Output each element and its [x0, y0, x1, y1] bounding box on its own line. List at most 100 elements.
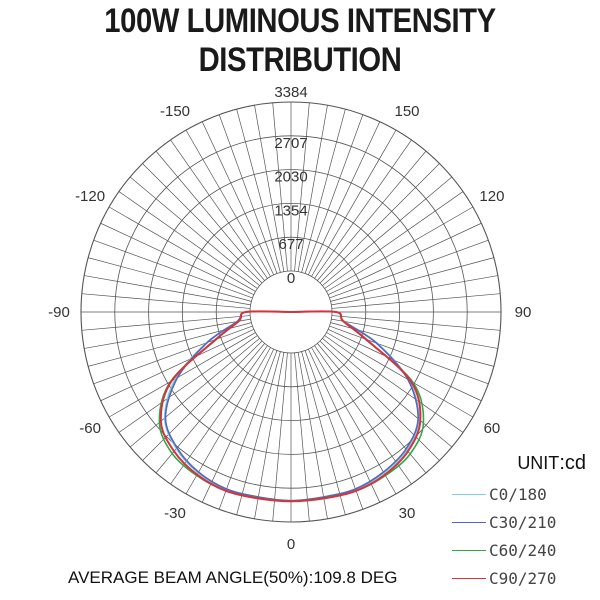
radial-line-190: [254, 105, 285, 272]
legend-swatch-c60: [452, 549, 486, 551]
radial-line-170: [297, 105, 328, 272]
radial-line-155: [308, 121, 381, 275]
radial-line-5: [294, 352, 310, 522]
ring-1354: [181, 202, 401, 422]
radial-line-280: [84, 318, 251, 349]
radial-line-200: [218, 114, 278, 274]
ring-677: [215, 236, 367, 388]
angle-label--120: -120: [75, 188, 105, 205]
radial-tick-label-2707: 2707: [274, 135, 307, 152]
radial-line-245: [100, 222, 254, 295]
radial-line-195: [236, 109, 281, 273]
radial-line-65: [328, 329, 482, 402]
page-title: 100W LUMINOUS INTENSITY DISTRIBUTION: [104, 2, 496, 79]
angle-label-0: 0: [287, 536, 295, 553]
radial-line-100: [331, 275, 498, 306]
radial-line-95: [331, 293, 501, 309]
series-C90-270: [159, 310, 422, 503]
radial-line-250: [93, 239, 253, 299]
ring-2030: [148, 169, 434, 455]
radial-line-10: [297, 352, 328, 519]
legend-item-c30: C30/210: [452, 508, 597, 536]
radial-tick-label-1354: 1354: [274, 202, 307, 219]
series-curves: [158, 310, 425, 503]
radial-line-260: [84, 275, 251, 306]
radial-line-315: [142, 340, 263, 461]
angle-label--30: -30: [164, 505, 186, 522]
legend-label-c90: C90/270: [489, 568, 557, 588]
legend-swatch-c0: [452, 493, 486, 495]
series-C30-210: [164, 310, 419, 502]
angle-tick-labels: 0 30 -30 60 -60 90 -90 120 -120 150 -150 3384: [48, 84, 531, 553]
legend-swatch-c90: [452, 577, 486, 579]
ring-2707: [114, 135, 468, 489]
radial-line-355: [272, 352, 288, 522]
angle-label-60: 60: [484, 420, 501, 437]
radial-line-205: [201, 121, 274, 275]
radial-line-85: [331, 315, 501, 331]
radial-line-210: [185, 129, 271, 277]
radial-line-175: [294, 102, 310, 272]
radial-line-50: [322, 338, 453, 448]
radial-line-115: [328, 222, 482, 295]
radial-line-140: [317, 150, 427, 281]
radial-line-240: [108, 206, 256, 292]
radial-line-340: [218, 350, 278, 510]
radial-tick-label-0: 0: [287, 270, 295, 287]
angle-label--60: -60: [79, 420, 101, 437]
radial-line-350: [254, 352, 285, 519]
angle-label-90: 90: [515, 304, 532, 321]
radial-line-120: [326, 206, 474, 292]
radial-line-15: [301, 351, 346, 515]
legend-label-c60: C60/240: [489, 540, 557, 560]
angle-label--90: -90: [48, 304, 70, 321]
radial-line-165: [301, 109, 346, 273]
legend-swatch-c30: [452, 521, 486, 523]
radial-tick-label-2030: 2030: [274, 169, 307, 186]
radial-line-185: [272, 102, 288, 272]
legend-label-c0: C0/180: [489, 484, 547, 504]
angle-label-150: 150: [394, 103, 419, 120]
legend: C0/180 C30/210 C60/240 C90/270: [452, 480, 597, 592]
angle-label-3384: 3384: [274, 84, 307, 101]
angle-label-120: 120: [479, 188, 504, 205]
legend-item-c60: C60/240: [452, 536, 597, 564]
radial-line-305: [118, 335, 258, 433]
radial-line-235: [118, 191, 258, 289]
angle-label--150: -150: [160, 103, 190, 120]
radial-line-300: [108, 332, 256, 418]
radial-line-255: [88, 257, 252, 302]
radial-line-225: [142, 163, 263, 284]
radial-line-145: [314, 139, 412, 279]
legend-item-c0: C0/180: [452, 480, 597, 508]
radial-line-60: [326, 332, 474, 418]
radial-tick-labels: 0 677 1354 2030 2707: [274, 135, 307, 287]
series-C0-180: [163, 310, 420, 502]
radial-line-160: [304, 114, 364, 274]
radial-line-295: [100, 329, 254, 402]
radial-tick-label-677: 677: [278, 236, 303, 253]
radial-line-330: [185, 347, 271, 495]
radial-line-220: [155, 150, 265, 281]
legend-item-c90: C90/270: [452, 564, 597, 592]
beam-angle-text: AVERAGE BEAM ANGLE(50%):109.8 DEG: [68, 568, 398, 587]
radial-line-230: [129, 176, 260, 286]
radial-line-105: [330, 257, 494, 302]
radial-line-55: [324, 335, 464, 433]
radial-line-135: [319, 163, 440, 284]
radial-line-130: [322, 176, 453, 286]
radial-line-25: [308, 349, 381, 503]
radial-line-110: [329, 239, 489, 299]
legend-label-c30: C30/210: [489, 512, 557, 532]
unit-value: :cd: [559, 452, 586, 474]
radial-line-290: [93, 325, 253, 385]
radial-line-275: [81, 315, 251, 331]
radial-line-45: [319, 340, 440, 461]
radial-line-70: [329, 325, 489, 385]
radial-line-265: [81, 293, 251, 309]
radial-line-30: [311, 347, 397, 495]
radial-line-345: [236, 351, 281, 515]
radial-line-310: [129, 338, 260, 448]
radial-line-80: [331, 318, 498, 349]
